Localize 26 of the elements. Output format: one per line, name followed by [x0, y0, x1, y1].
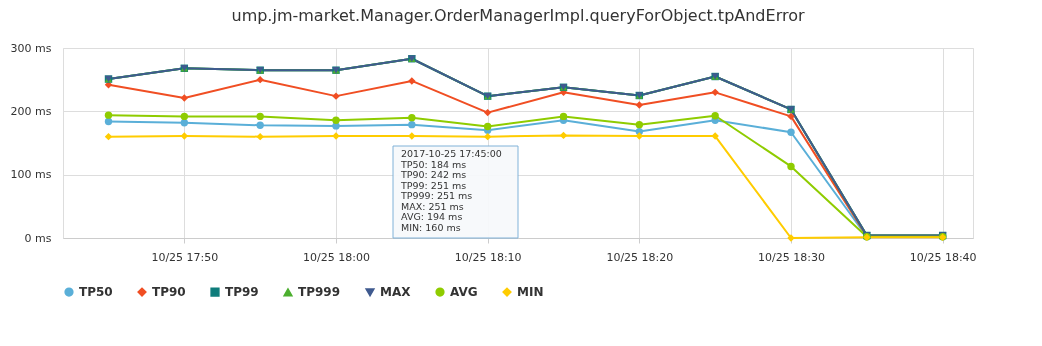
chart-title: ump.jm-market.Manager.OrderManagerImpl.queryForObject.tpAndError: [231, 6, 805, 25]
legend-label: TP90: [152, 285, 186, 300]
y-tick-label: 100 ms: [10, 168, 52, 182]
y-tick-label: 300 ms: [10, 41, 52, 55]
annotation: 2017-10-25 17:45:00: [401, 148, 502, 159]
annotation: MAX: 251 ms: [401, 200, 464, 212]
annotation: TP99: 251 ms: [400, 179, 467, 191]
legend-label: TP999: [298, 285, 341, 300]
legend-label: TP50: [79, 285, 113, 300]
annotation: TP90: 242 ms: [400, 169, 467, 180]
annotation: TP999: 251 ms: [400, 190, 473, 201]
x-tick-label: 10/25 17:50: [151, 250, 219, 264]
y-tick-label: 200 ms: [10, 104, 52, 118]
x-tick-label: 10/25 18:40: [909, 250, 977, 264]
legend-label: MIN: [517, 285, 544, 300]
x-tick-label: 10/25 18:00: [303, 250, 370, 264]
x-tick-label: 10/25 18:30: [758, 250, 825, 264]
x-tick-label: 10/25 18:10: [454, 250, 522, 264]
legend-label: MAX: [380, 285, 412, 300]
legend-label: AVG: [450, 285, 478, 300]
annotation: TP50: 184 ms: [400, 158, 467, 170]
annotation: MIN: 160 ms: [401, 221, 461, 233]
legend-label: TP99: [225, 285, 259, 300]
y-tick-label: 0 ms: [24, 231, 52, 245]
x-tick-label: 10/25 18:20: [606, 250, 674, 264]
annotation: AVG: 194 ms: [401, 211, 463, 222]
